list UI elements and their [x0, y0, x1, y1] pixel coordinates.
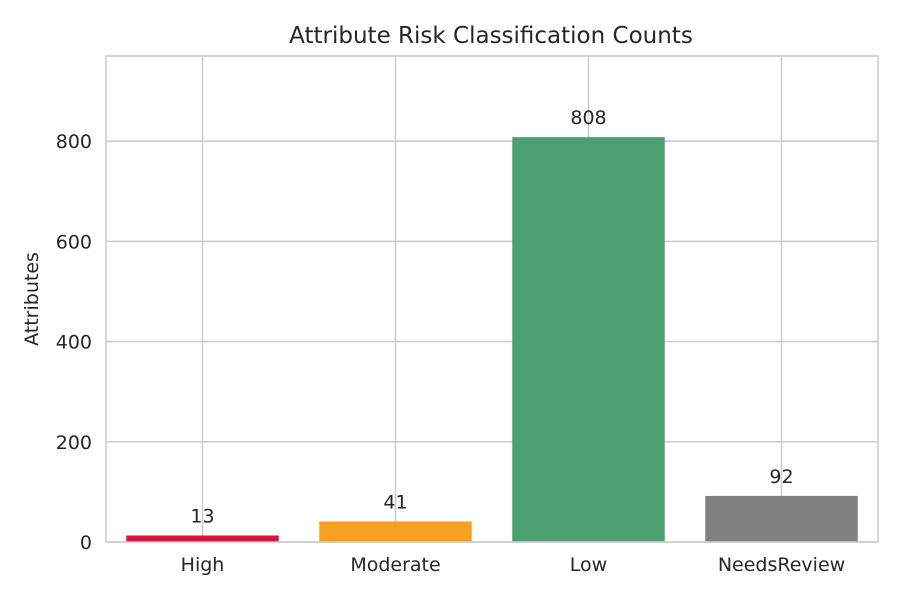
y-tick-label: 600 [56, 231, 92, 253]
y-tick-label: 200 [56, 432, 92, 454]
labels-layer: 0 200 400 600 800 High 13 Moderate 41 Low 808 Needs… [56, 107, 845, 576]
bar-low [512, 137, 665, 543]
bars-layer [126, 137, 858, 543]
x-tick-label: NeedsReview [718, 554, 845, 576]
bar-value-label: 13 [190, 505, 214, 527]
y-tick-label: 0 [80, 532, 92, 554]
grid-layer [106, 56, 878, 543]
x-tick-label: High [181, 554, 225, 576]
y-tick-label: 800 [56, 131, 92, 153]
bar-value-label: 41 [383, 491, 407, 513]
bar-high [126, 535, 279, 542]
bar-value-label: 92 [769, 466, 793, 488]
y-axis-label: Attributes [21, 252, 43, 346]
x-tick-label: Moderate [350, 554, 440, 576]
x-tick-label: Low [570, 554, 607, 576]
plot-frame [105, 55, 879, 543]
y-tick-label: 400 [56, 332, 92, 354]
bar-value-label: 808 [570, 107, 606, 129]
chart-title: Attribute Risk Classification Counts [289, 23, 693, 49]
bar-needsreview [705, 495, 858, 542]
bar-moderate [319, 521, 472, 542]
